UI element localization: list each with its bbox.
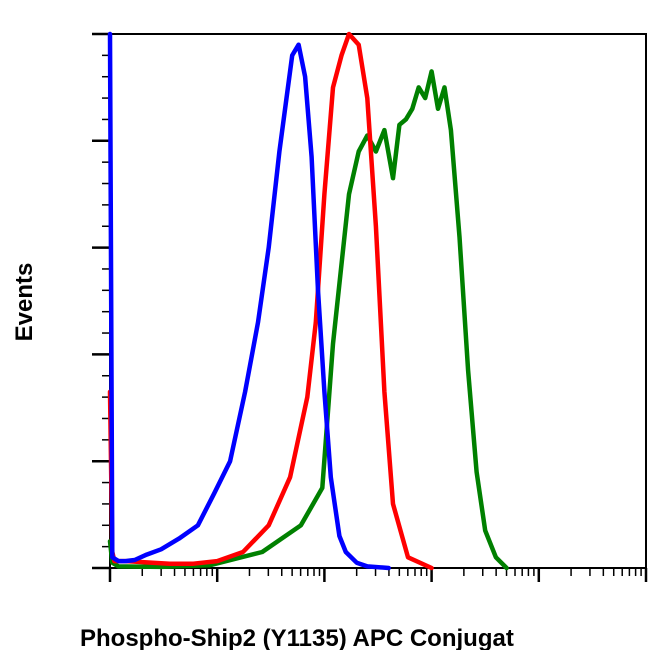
y-axis-ticks bbox=[92, 32, 110, 570]
series-layer bbox=[107, 31, 509, 571]
x-axis-label: Phospho-Ship2 (Y1135) APC Conjugat bbox=[80, 625, 514, 650]
series-line-blue bbox=[107, 31, 391, 571]
x-axis-ticks bbox=[108, 568, 648, 582]
series-line-red bbox=[107, 31, 434, 571]
series-line-green bbox=[107, 69, 509, 571]
y-axis-label: Events bbox=[11, 263, 38, 342]
